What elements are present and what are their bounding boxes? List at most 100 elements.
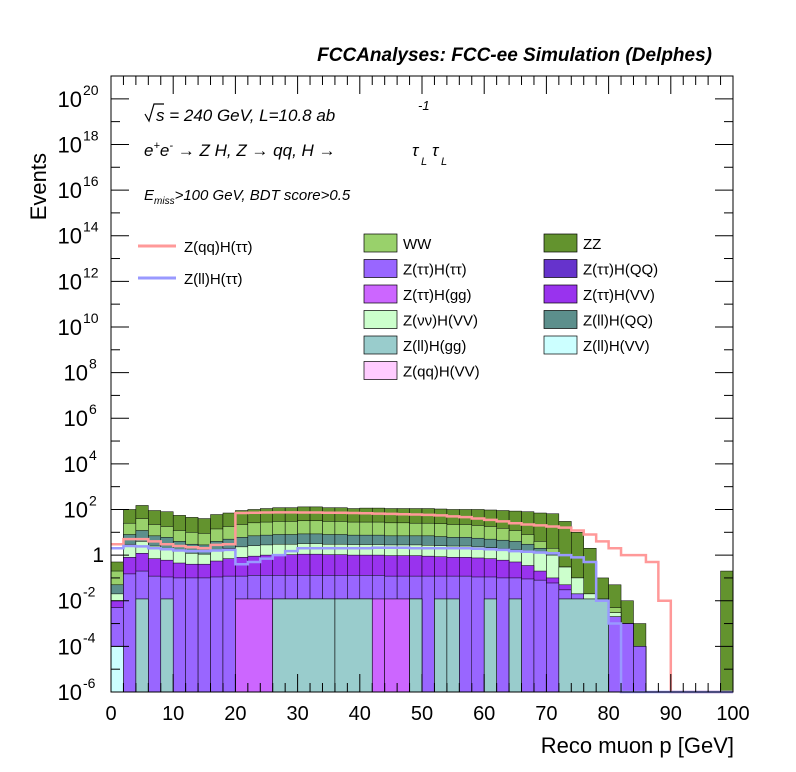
bar bbox=[222, 575, 236, 693]
y-tick-exponent: 20 bbox=[83, 82, 99, 98]
bar bbox=[546, 582, 560, 693]
x-tick-label: 0 bbox=[105, 703, 116, 725]
legend-box-swatch bbox=[543, 259, 578, 278]
y-tick-label: 10 bbox=[64, 361, 88, 386]
plot-area bbox=[110, 505, 734, 694]
annotation-cut: Emiss>100 GeV, BDT score>0.5 bbox=[144, 187, 351, 207]
overlay-bar bbox=[558, 598, 609, 693]
legend-line-label: Z(ll)H(ττ) bbox=[184, 271, 243, 288]
overlay-bar bbox=[409, 598, 423, 693]
y-tick-exponent: 6 bbox=[89, 401, 97, 417]
bar bbox=[720, 570, 734, 693]
y-tick-exponent: -4 bbox=[83, 629, 96, 645]
process-sup2: - bbox=[169, 140, 173, 152]
legend-box-swatch bbox=[363, 284, 398, 304]
overlay-bar bbox=[272, 598, 336, 693]
legend-box-swatch bbox=[363, 259, 398, 278]
x-tick-label: 30 bbox=[286, 703, 308, 725]
y-tick-exponent: -6 bbox=[83, 675, 96, 691]
x-axis-label: Reco muon p [GeV] bbox=[541, 733, 734, 758]
tau-1: τ bbox=[412, 141, 420, 160]
svg-text:s = 240 GeV, L=10.8 ab: s = 240 GeV, L=10.8 ab bbox=[156, 106, 335, 125]
header-title: FCCAnalyses: FCC-ee Simulation (Delphes) bbox=[317, 45, 712, 66]
y-tick-label: 10 bbox=[58, 224, 82, 249]
x-tick-label: 50 bbox=[411, 703, 433, 725]
bar bbox=[608, 616, 622, 693]
bar bbox=[148, 575, 162, 693]
overlay-bar bbox=[483, 598, 497, 693]
line-series-0 bbox=[111, 511, 733, 694]
legend-box-swatch bbox=[363, 310, 398, 329]
sqrt-icon bbox=[144, 103, 164, 123]
bar bbox=[123, 573, 137, 693]
y-tick-label: 10 bbox=[64, 497, 88, 522]
y-tick-label: 10 bbox=[58, 315, 82, 340]
cut-e: E bbox=[144, 187, 155, 204]
overlay-bar bbox=[384, 598, 410, 693]
y-tick-exponent: -2 bbox=[83, 584, 96, 600]
bar bbox=[172, 577, 186, 693]
x-tick-label: 90 bbox=[660, 703, 682, 725]
process-sup1: + bbox=[153, 140, 160, 152]
overlay-bar bbox=[446, 598, 460, 693]
x-tick-label: 100 bbox=[716, 703, 749, 725]
y-axis-label: Events bbox=[26, 153, 51, 220]
overlay-bar bbox=[334, 598, 373, 693]
y-tick-exponent: 14 bbox=[83, 219, 99, 235]
bar bbox=[210, 576, 224, 693]
x-axis: 0 10 20 30 40 50 60 70 80 90 100 bbox=[105, 76, 750, 725]
y-tick-exponent: 10 bbox=[83, 310, 99, 326]
bar bbox=[421, 575, 435, 693]
legend-box-swatch bbox=[363, 361, 398, 380]
legend-box-label: Z(ll)H(QQ) bbox=[583, 313, 653, 330]
bar bbox=[185, 577, 199, 693]
y-tick-exponent: 8 bbox=[89, 356, 97, 372]
legend-box-label: Z(ll)H(VV) bbox=[583, 338, 650, 355]
y-tick-exponent: 4 bbox=[89, 447, 97, 463]
legend-box-label: Z(νν)H(VV) bbox=[403, 313, 478, 330]
y-tick-label: 10 bbox=[64, 406, 88, 431]
annotation-lumi-exp: -1 bbox=[418, 98, 430, 113]
y-tick-label: 10 bbox=[58, 132, 82, 157]
process-rest: → Z H, Z → qq, H → bbox=[173, 141, 335, 160]
legend-box-swatch bbox=[543, 284, 578, 304]
annotation-process: e+e- → Z H, Z → qq, H → τ L τ L bbox=[144, 140, 447, 168]
legend-box-label: Z(ττ)H(ττ) bbox=[403, 262, 467, 279]
legend-box-swatch bbox=[363, 335, 398, 355]
x-tick-label: 20 bbox=[224, 703, 246, 725]
overlay-bar bbox=[434, 598, 448, 693]
legend-box-label: Z(ττ)H(gg) bbox=[403, 287, 472, 304]
bar bbox=[197, 577, 211, 693]
legend-box-swatch bbox=[543, 233, 578, 253]
x-tick-label: 60 bbox=[473, 703, 495, 725]
legend-box-label: ZZ bbox=[583, 236, 601, 253]
y-tick-label: 10 bbox=[64, 452, 88, 477]
process-e1: e bbox=[144, 141, 153, 160]
overlay-1 bbox=[135, 598, 609, 693]
overlay-bar bbox=[508, 598, 522, 693]
bar bbox=[521, 578, 535, 693]
x-tick-label: 10 bbox=[162, 703, 184, 725]
legend-box-swatch bbox=[363, 233, 398, 253]
cut-rest: >100 GeV, BDT score>0.5 bbox=[175, 187, 351, 204]
legend-box-label: Z(ττ)H(VV) bbox=[583, 287, 655, 304]
legend-box-label: Z(ττ)H(QQ) bbox=[583, 262, 658, 279]
legend: Z(qq)H(ττ) Z(ll)H(ττ) WW ZZ Z(ττ)H(ττ) Z(ττ)H… bbox=[138, 233, 658, 381]
x-tick-label: 70 bbox=[535, 703, 557, 725]
bar bbox=[471, 576, 485, 693]
y-tick-exponent: 16 bbox=[83, 173, 99, 189]
cut-sub: miss bbox=[154, 196, 175, 207]
line-series-1 bbox=[111, 544, 733, 694]
overlay-bar bbox=[135, 598, 149, 693]
annotation-energy: s = 240 GeV, L=10.8 ab -1 bbox=[144, 98, 430, 125]
bar bbox=[533, 579, 547, 693]
tau-sub-2: L bbox=[441, 156, 447, 168]
overlay-bar bbox=[160, 598, 174, 693]
annotation-energy-lumi: = 240 GeV, L=10.8 ab bbox=[165, 106, 336, 125]
tau-sub-1: L bbox=[421, 156, 427, 168]
tau-2: τ bbox=[432, 141, 440, 160]
y-tick-label: 10 bbox=[58, 178, 82, 203]
y-tick-label: 10 bbox=[58, 634, 82, 659]
